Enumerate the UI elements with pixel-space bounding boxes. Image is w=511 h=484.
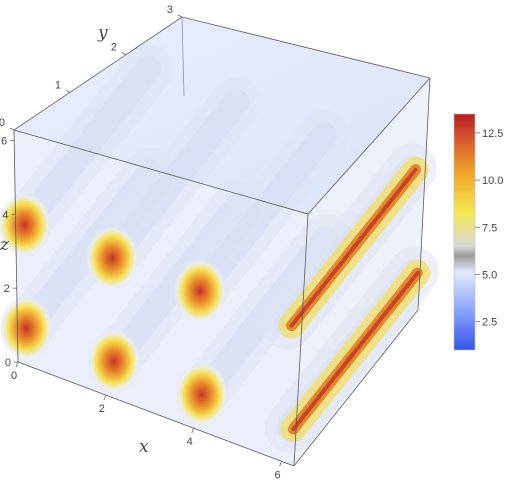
z-axis-label: z: [0, 235, 10, 255]
z-tick-label: 4: [2, 209, 8, 221]
x-tick-mark: [15, 361, 19, 368]
tube-body: [87, 77, 262, 284]
colorbar: 2.5 5.0 7.5 10.0 12.5: [453, 113, 503, 351]
density-hotspot: [173, 258, 228, 325]
colorbar-tick-label: 12.5: [482, 128, 503, 140]
z-tick-label: 0: [5, 357, 11, 369]
density-hotspot: [87, 328, 142, 395]
stripe-core: [289, 167, 418, 328]
colorbar-gradient: [453, 113, 476, 351]
tube-core: [99, 89, 250, 272]
x-tick-mark: [279, 461, 282, 467]
x-tick-label: 6: [275, 469, 281, 481]
tube-body: [175, 110, 350, 317]
tube-core: [187, 122, 338, 305]
colorbar-tick-label: 5.0: [482, 269, 497, 281]
stripe-core: [291, 271, 420, 432]
x-tick-mark: [191, 428, 195, 434]
z-tick-label: 6: [1, 135, 7, 147]
density-hotspot: [85, 225, 140, 292]
density-hotspot: [0, 192, 52, 258]
z-tick-label: 2: [4, 283, 10, 295]
colorbar-ticks: 2.5 5.0 7.5 10.0 12.5: [475, 128, 503, 329]
y-tick-label: 1: [55, 79, 61, 91]
y-axis-label: y: [97, 23, 108, 43]
y-tick-mark: [177, 14, 183, 18]
y-tick-label: 3: [167, 4, 173, 16]
x-tick-label: 0: [11, 370, 17, 382]
x-tick-label: 4: [187, 436, 193, 448]
density-hotspot: [174, 361, 229, 428]
y-tick-label: 0: [0, 117, 5, 129]
density-tubes: [0, 43, 439, 453]
colorbar-tick-label: 7.5: [482, 222, 497, 234]
x-tick-label: 2: [99, 403, 105, 415]
tube-body: [0, 43, 174, 250]
y-tick-mark: [65, 89, 71, 93]
colorbar-tick-label: 10.0: [482, 175, 503, 187]
x-tick-mark: [103, 394, 107, 401]
colorbar-tick-label: 2.5: [482, 317, 497, 329]
y-tick-mark: [121, 52, 127, 56]
y-tick-label: 2: [111, 42, 117, 54]
density-hotspot: [0, 295, 54, 362]
tube-core: [11, 55, 162, 238]
axes: 0 2 4 6 0 2 4 6 0 1 2 3: [0, 4, 282, 481]
x-axis-label: x: [139, 437, 149, 457]
y-tick-mark: [9, 127, 15, 131]
